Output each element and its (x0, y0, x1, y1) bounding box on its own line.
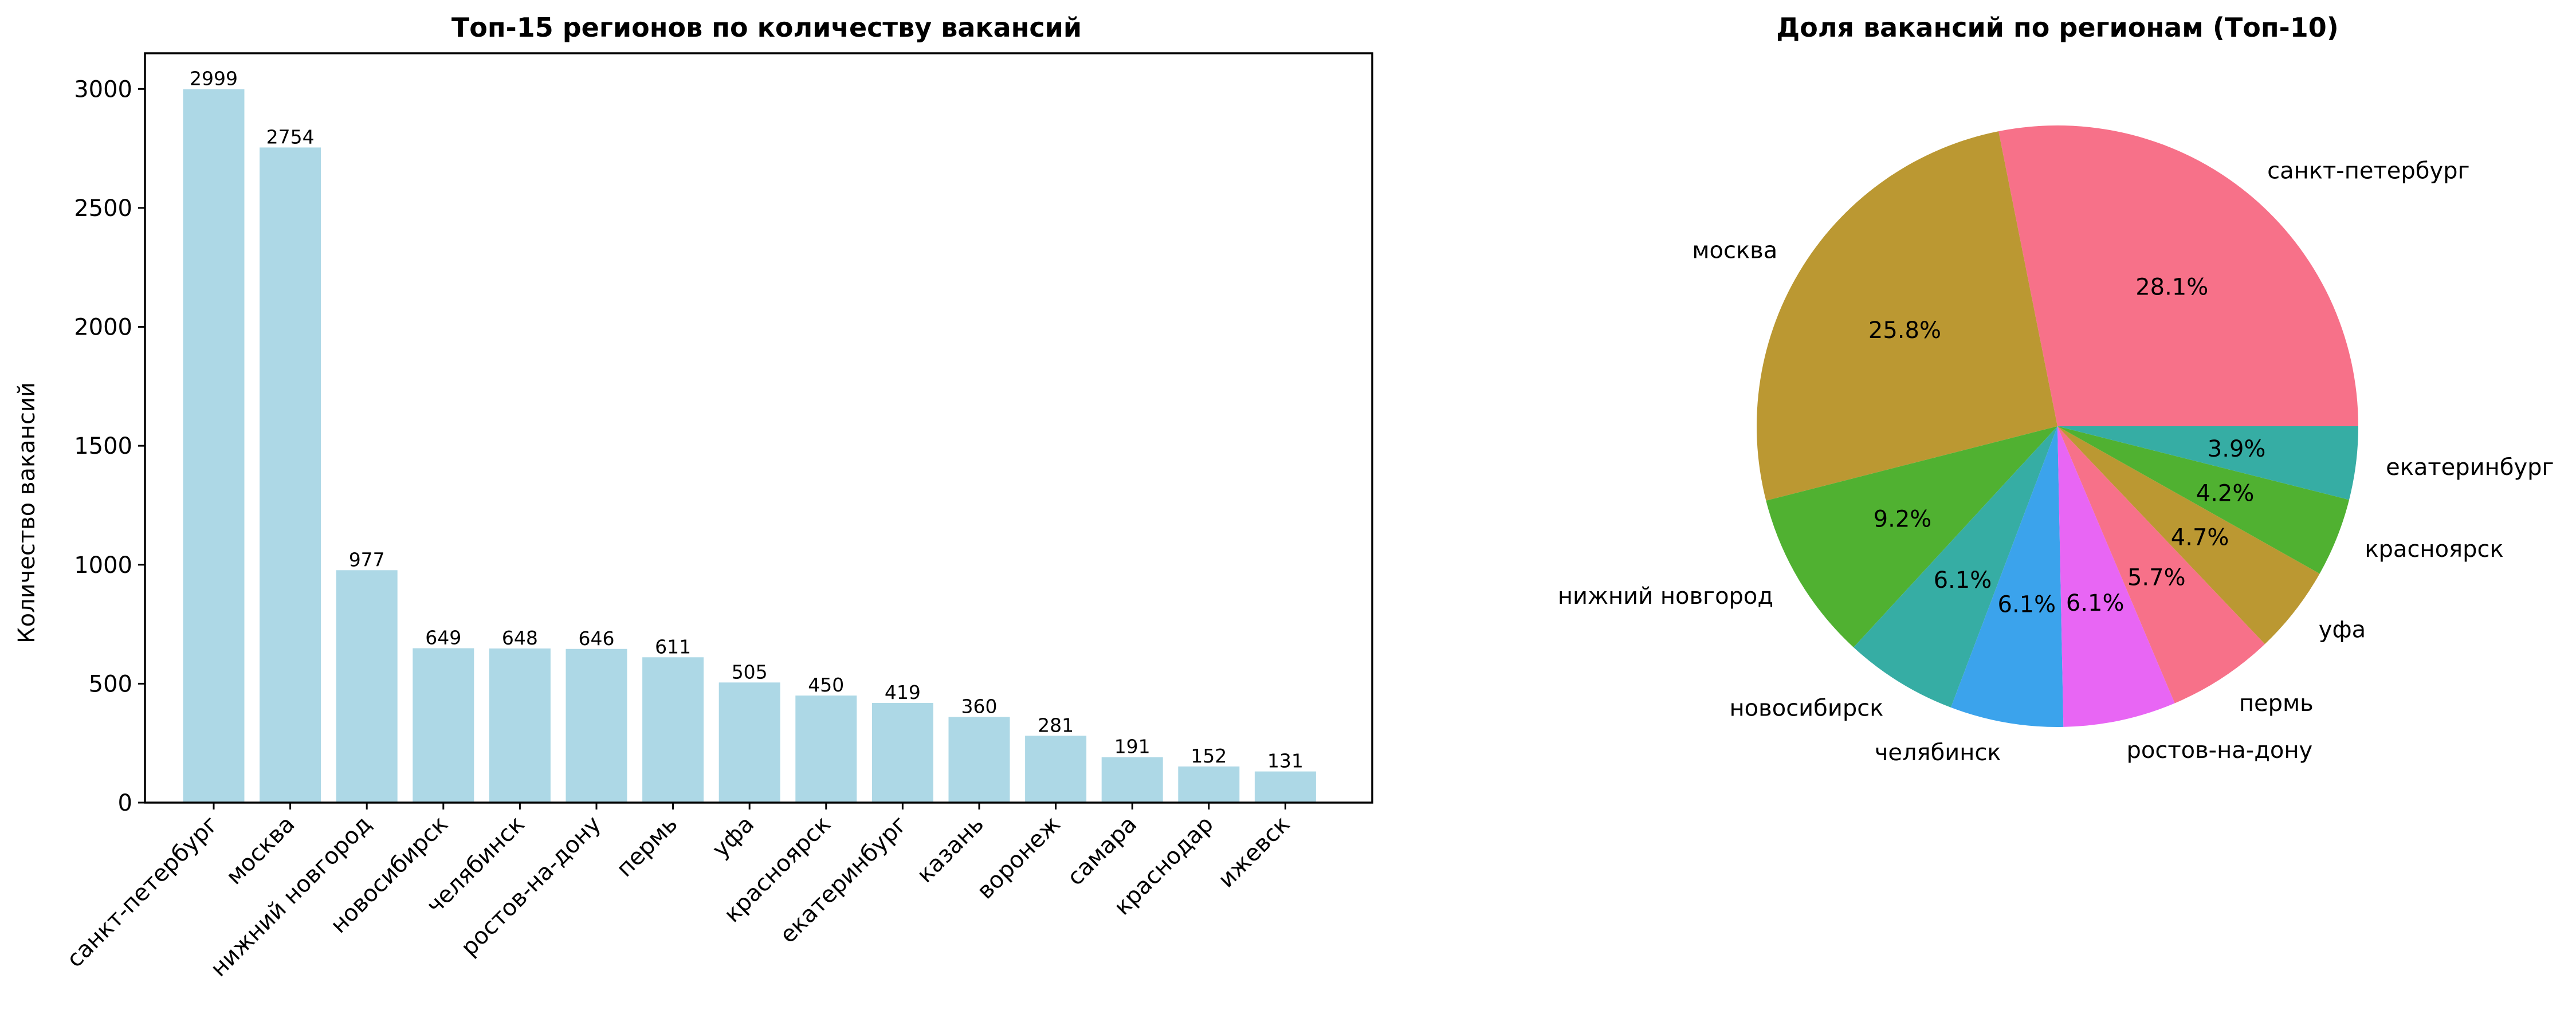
pie-percent-label: 6.1% (1934, 567, 1992, 594)
bar (1025, 736, 1087, 803)
pie-percent-label: 4.2% (2196, 481, 2255, 507)
pie-slice (1998, 125, 2358, 426)
bar (1254, 771, 1316, 803)
bar (1101, 757, 1163, 803)
pie-percent-label: 6.1% (2066, 590, 2125, 616)
bar-series: 2999 2754 977 649 648 646 611 505 450 419 360 281 19… (183, 68, 1316, 803)
pie-percent-label: 28.1% (2135, 274, 2208, 300)
x-tick-label: москва (221, 811, 300, 890)
pie-slice-label: ростов-на-дону (2126, 737, 2312, 764)
x-tick-label: екатеринбург (775, 811, 912, 949)
bar (336, 570, 398, 803)
pie-slice-label: челябинск (1875, 740, 2001, 766)
pie-slice (2057, 426, 2350, 574)
bar-value-label: 450 (808, 674, 844, 696)
x-tick-label: пермь (611, 811, 682, 882)
bar-value-label: 360 (961, 695, 998, 718)
bar-value-label: 152 (1191, 745, 1227, 767)
bar-value-label: 419 (885, 681, 921, 704)
bar (795, 695, 857, 803)
pie-percent-label: 5.7% (2127, 564, 2186, 591)
y-tick-label: 500 (89, 671, 132, 697)
pie-slice (1756, 131, 2057, 501)
bar (260, 147, 321, 803)
bar-value-label: 131 (1267, 750, 1303, 772)
pie-slice (2057, 426, 2358, 500)
bar-value-label: 2999 (190, 68, 238, 90)
y-tick-label: 2000 (74, 315, 132, 341)
pie-percent-label: 3.9% (2208, 436, 2266, 462)
pie-slice-label: екатеринбург (2386, 454, 2554, 481)
pie-percent-label: 6.1% (1998, 591, 2056, 618)
pie-slice (1854, 426, 2057, 708)
bar-chart-y-axis-label: Количество вакансий (14, 382, 40, 643)
bar-value-label: 648 (502, 627, 538, 649)
bar (566, 649, 627, 803)
bar-value-label: 2754 (266, 125, 315, 148)
y-tick-label: 2500 (74, 195, 132, 222)
pie-slice (2057, 426, 2320, 644)
pie-percent-labels: 28.1%25.8%9.2%6.1%6.1% 6.1%5.7%4.7%4.2%3.… (1868, 274, 2266, 618)
pie-chart: Доля вакансий по регионам (Топ-10) 28.1%… (1558, 12, 2554, 766)
pie-slice (2057, 426, 2175, 727)
pie-slice-label: пермь (2239, 690, 2314, 717)
y-tick-label: 3000 (74, 76, 132, 103)
pie-slice-label: уфа (2319, 617, 2366, 643)
pie-percent-label: 25.8% (1868, 317, 1941, 344)
bar-value-label: 281 (1038, 714, 1074, 736)
bar (718, 682, 780, 803)
pie-percent-label: 4.7% (2171, 524, 2229, 551)
pie-slice (1766, 426, 2057, 647)
bar (871, 703, 933, 803)
x-tick-label: санкт-петербург (62, 811, 223, 973)
bar-chart-axes-frame (144, 52, 1373, 804)
bar-value-label: 505 (732, 661, 768, 683)
bar (642, 657, 704, 803)
pie-region-labels: санкт-петербург москва нижний новгород ново… (1558, 158, 2554, 766)
pie-slice (2057, 426, 2265, 704)
pie-slice (1950, 426, 2064, 727)
bar-value-label: 611 (655, 635, 691, 658)
pie-percent-label: 9.2% (1874, 506, 1932, 532)
y-tick-label: 1000 (74, 552, 132, 579)
y-tick-label: 1500 (74, 433, 132, 459)
y-tick-label: 0 (118, 790, 132, 816)
bar (413, 648, 474, 803)
bar (1178, 766, 1240, 803)
bar-chart: Топ-15 регионов по количеству вакансий К… (14, 12, 1373, 982)
bar-value-label: 646 (579, 627, 615, 650)
bar-chart-title: Топ-15 регионов по количеству вакансий (451, 12, 1082, 43)
pie-slice-label: нижний новгород (1558, 583, 1773, 610)
x-tick-label: ижевск (1213, 811, 1295, 893)
pie-slice-label: санкт-петербург (2267, 158, 2469, 184)
bar-value-label: 977 (349, 548, 385, 571)
x-tick-label: казань (912, 811, 989, 888)
pie-slice-label: новосибирск (1730, 695, 1884, 721)
bar (183, 89, 245, 803)
pie-slices (1756, 125, 2358, 727)
x-tick-label: ростов-на-дону (456, 811, 606, 961)
pie-slice-label: красноярск (2365, 536, 2503, 563)
pie-chart-title: Доля вакансий по регионам (Топ-10) (1776, 12, 2339, 43)
bar (948, 717, 1010, 803)
x-tick-label: самара (1062, 811, 1142, 891)
bar-value-label: 191 (1114, 736, 1150, 758)
x-tick-label: воронеж (972, 811, 1066, 905)
bar (489, 648, 551, 803)
bar-value-label: 649 (425, 627, 461, 649)
bar-y-axis-ticks: 0 500 1000 1500 2000 2500 3000 (74, 76, 145, 816)
x-tick-label: уфа (707, 811, 759, 863)
pie-slice-label: москва (1692, 237, 1777, 264)
